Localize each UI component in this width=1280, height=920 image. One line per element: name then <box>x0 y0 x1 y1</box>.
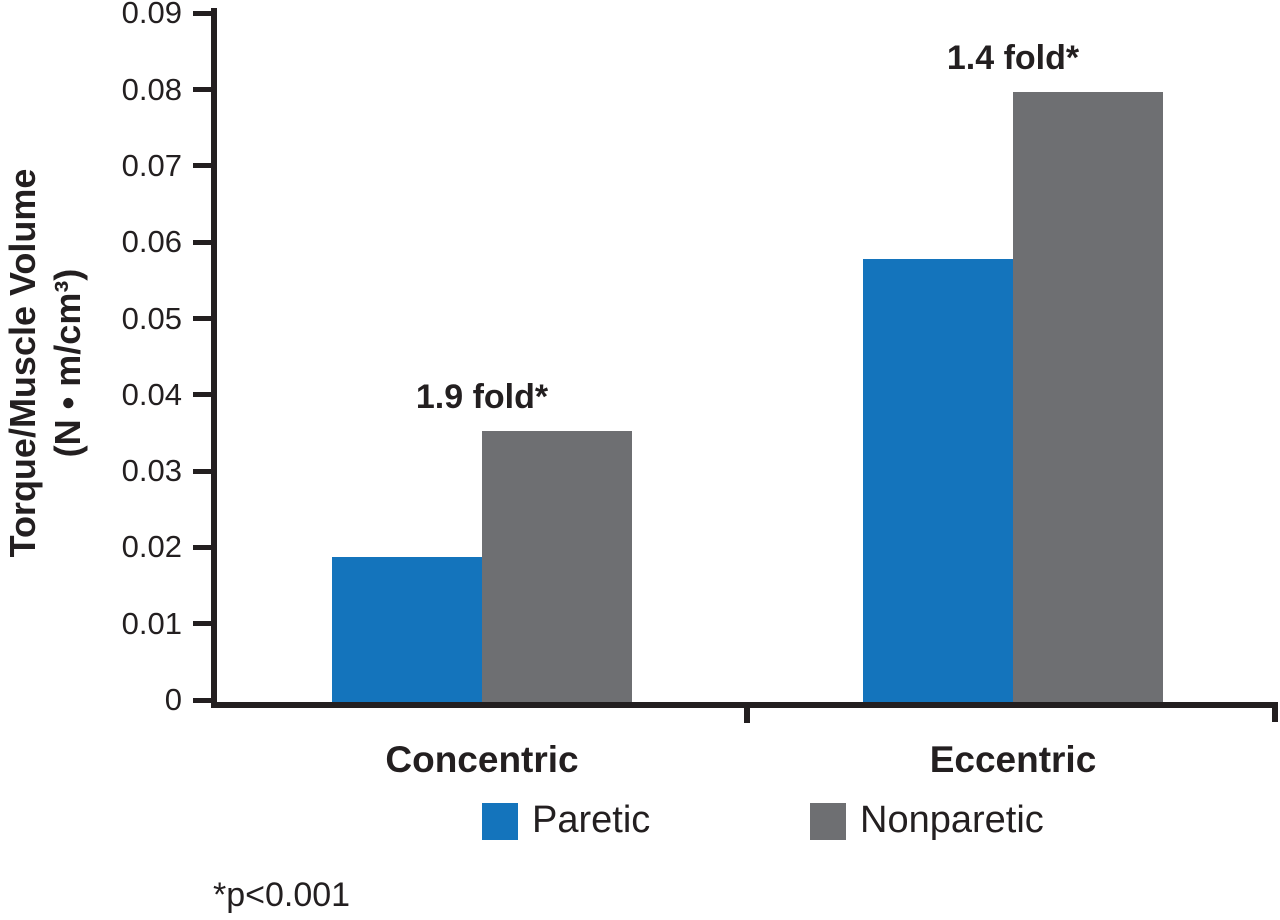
y-tick-label-0-09: 0.09 <box>121 0 182 31</box>
y-tick-label-0-04: 0.04 <box>121 376 182 412</box>
y-tick-label-0-07: 0.07 <box>121 147 182 183</box>
y-tick-label-0-05: 0.05 <box>121 300 182 336</box>
y-tick-mark-0 <box>193 697 217 703</box>
x-axis-tick-end <box>1272 708 1278 722</box>
y-tick-mark-0-06 <box>193 239 217 245</box>
y-tick-mark-0-01 <box>193 621 217 627</box>
legend-label-paretic: Paretic <box>532 799 651 841</box>
fold-annotation-concentric: 1.9 fold* <box>415 378 549 416</box>
y-axis-line <box>211 8 217 708</box>
bar-nonparetic-eccentric <box>1013 92 1163 702</box>
y-tick-label-0-08: 0.08 <box>121 71 182 107</box>
y-tick-label-0: 0 <box>164 682 182 717</box>
x-axis-tick-mid <box>744 708 750 723</box>
legend-swatch-paretic <box>482 803 518 840</box>
legend-swatch-nonparetic <box>810 803 846 840</box>
y-tick-label-0-06: 0.06 <box>121 224 182 260</box>
y-tick-mark-0-05 <box>193 316 217 321</box>
fold-annotation-eccentric: 1.4 fold* <box>946 39 1080 77</box>
y-axis-title: Torque/Muscle Volume (N • m/cm³) <box>0 113 92 613</box>
y-tick-mark-0-08 <box>193 87 217 93</box>
y-tick-mark-0-03 <box>193 468 217 474</box>
x-axis-line <box>211 702 1278 708</box>
bar-paretic-eccentric <box>863 259 1013 702</box>
y-tick-label-0-01: 0.01 <box>121 605 182 641</box>
y-axis-title-line1: Torque/Muscle Volume <box>2 168 43 558</box>
footnote: *p<0.001 <box>213 876 351 914</box>
category-label-eccentric: Eccentric <box>929 739 1097 780</box>
bar-nonparetic-concentric <box>482 431 632 702</box>
y-tick-label-0-02: 0.02 <box>121 529 182 565</box>
y-tick-label-0-03: 0.03 <box>121 453 182 489</box>
legend-label-nonparetic: Nonparetic <box>860 799 1044 841</box>
bar-paretic-concentric <box>332 557 482 702</box>
category-label-concentric: Concentric <box>385 739 579 780</box>
y-tick-mark-0-07 <box>193 163 217 169</box>
y-tick-mark-0-09 <box>193 10 217 16</box>
y-tick-mark-0-02 <box>193 544 217 550</box>
y-tick-mark-0-04 <box>193 392 217 398</box>
